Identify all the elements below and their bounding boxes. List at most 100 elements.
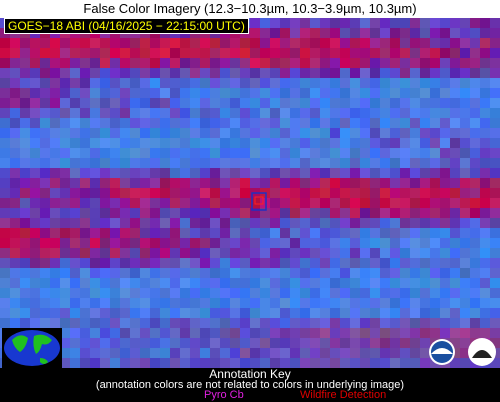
pixel — [50, 58, 60, 68]
pixel — [70, 328, 80, 338]
pixel — [450, 218, 460, 228]
pixel — [180, 218, 190, 228]
pixel — [420, 218, 430, 228]
pixel — [90, 88, 100, 98]
pixel — [390, 178, 400, 188]
pixel — [170, 308, 180, 318]
pixel — [200, 318, 210, 328]
pixel — [160, 318, 170, 328]
pixel — [20, 298, 30, 308]
pixel — [290, 228, 300, 238]
pixel — [180, 68, 190, 78]
pixel — [100, 198, 110, 208]
pixel — [250, 258, 260, 268]
pixel — [260, 308, 270, 318]
pixel — [200, 268, 210, 278]
pixel — [260, 68, 270, 78]
pixel — [30, 118, 40, 128]
pixel — [280, 318, 290, 328]
pixel — [210, 158, 220, 168]
pixel — [320, 228, 330, 238]
pixel — [480, 298, 490, 308]
pixel — [140, 58, 150, 68]
pixel — [240, 278, 250, 288]
pixel — [470, 68, 480, 78]
pixel — [360, 168, 370, 178]
pixel — [150, 128, 160, 138]
pixel — [280, 88, 290, 98]
pixel — [150, 358, 160, 368]
pixel — [70, 238, 80, 248]
pixel — [110, 108, 120, 118]
pixel — [360, 38, 370, 48]
pixel — [160, 348, 170, 358]
pixel — [270, 68, 280, 78]
pixel — [470, 258, 480, 268]
pixel — [60, 78, 70, 88]
pixel — [250, 178, 260, 188]
pixel — [280, 168, 290, 178]
pixel — [240, 168, 250, 178]
pixel — [260, 148, 270, 158]
pixel — [260, 218, 270, 228]
pixel — [440, 188, 450, 198]
pixel — [50, 138, 60, 148]
pixel — [240, 338, 250, 348]
pixel — [130, 188, 140, 198]
pixel — [150, 198, 160, 208]
pixel — [280, 248, 290, 258]
pixel — [490, 248, 500, 258]
pixel — [240, 248, 250, 258]
pixel — [130, 268, 140, 278]
pixel — [260, 198, 270, 208]
pixel — [270, 158, 280, 168]
pixel — [80, 68, 90, 78]
pixel — [120, 298, 130, 308]
pixel — [390, 308, 400, 318]
pixel — [460, 38, 470, 48]
pixel — [270, 318, 280, 328]
pixel — [130, 208, 140, 218]
pixel — [450, 288, 460, 298]
pixel — [30, 98, 40, 108]
pixel — [310, 188, 320, 198]
pixel — [250, 148, 260, 158]
pixel — [230, 108, 240, 118]
pixel — [0, 228, 10, 238]
pixel — [10, 38, 20, 48]
pixel — [150, 248, 160, 258]
pixel — [170, 178, 180, 188]
pixel — [470, 78, 480, 88]
pixel — [330, 258, 340, 268]
pixel — [40, 148, 50, 158]
pixel — [320, 28, 330, 38]
pixel — [300, 158, 310, 168]
pixel — [400, 198, 410, 208]
pixel — [60, 68, 70, 78]
pixel — [450, 58, 460, 68]
pixel — [340, 98, 350, 108]
pixel — [10, 78, 20, 88]
pixel — [60, 338, 70, 348]
pixel — [80, 78, 90, 88]
pixel — [170, 68, 180, 78]
pixel — [150, 278, 160, 288]
pixel — [130, 98, 140, 108]
pixel — [70, 98, 80, 108]
pixel — [150, 218, 160, 228]
pixel — [120, 318, 130, 328]
pixel — [300, 68, 310, 78]
pixel — [410, 38, 420, 48]
pixel — [300, 128, 310, 138]
pixel — [460, 118, 470, 128]
pixel — [310, 268, 320, 278]
pixel — [210, 298, 220, 308]
pixel — [190, 78, 200, 88]
pixel — [380, 248, 390, 258]
pixel — [220, 38, 230, 48]
pixel — [80, 188, 90, 198]
pixel — [310, 68, 320, 78]
pixel — [0, 298, 10, 308]
pixel — [190, 138, 200, 148]
pixel — [340, 188, 350, 198]
